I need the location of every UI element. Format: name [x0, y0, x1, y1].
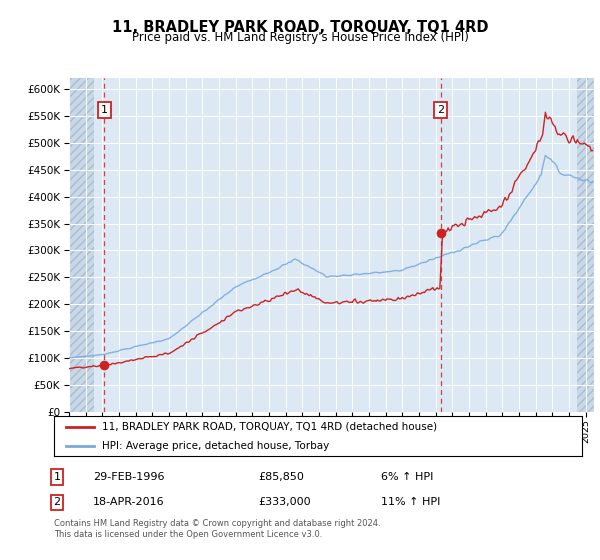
Text: 2: 2 [437, 105, 444, 115]
Text: 2: 2 [53, 497, 61, 507]
Bar [577, 78, 594, 412]
Bar [69, 78, 94, 412]
Text: 29-FEB-1996: 29-FEB-1996 [93, 472, 164, 482]
Bar [577, 78, 594, 412]
Text: Price paid vs. HM Land Registry's House Price Index (HPI): Price paid vs. HM Land Registry's House … [131, 31, 469, 44]
Text: HPI: Average price, detached house, Torbay: HPI: Average price, detached house, Torb… [101, 441, 329, 451]
Text: 1: 1 [53, 472, 61, 482]
Text: 18-APR-2016: 18-APR-2016 [93, 497, 164, 507]
Bar [69, 78, 94, 412]
Text: 11, BRADLEY PARK ROAD, TORQUAY, TQ1 4RD: 11, BRADLEY PARK ROAD, TORQUAY, TQ1 4RD [112, 20, 488, 35]
Text: £85,850: £85,850 [258, 472, 304, 482]
Text: This data is licensed under the Open Government Licence v3.0.: This data is licensed under the Open Gov… [54, 530, 322, 539]
Text: 11, BRADLEY PARK ROAD, TORQUAY, TQ1 4RD (detached house): 11, BRADLEY PARK ROAD, TORQUAY, TQ1 4RD … [101, 422, 437, 432]
Text: 1: 1 [101, 105, 108, 115]
Text: £333,000: £333,000 [258, 497, 311, 507]
Text: Contains HM Land Registry data © Crown copyright and database right 2024.: Contains HM Land Registry data © Crown c… [54, 519, 380, 528]
Text: 11% ↑ HPI: 11% ↑ HPI [381, 497, 440, 507]
Text: 6% ↑ HPI: 6% ↑ HPI [381, 472, 433, 482]
